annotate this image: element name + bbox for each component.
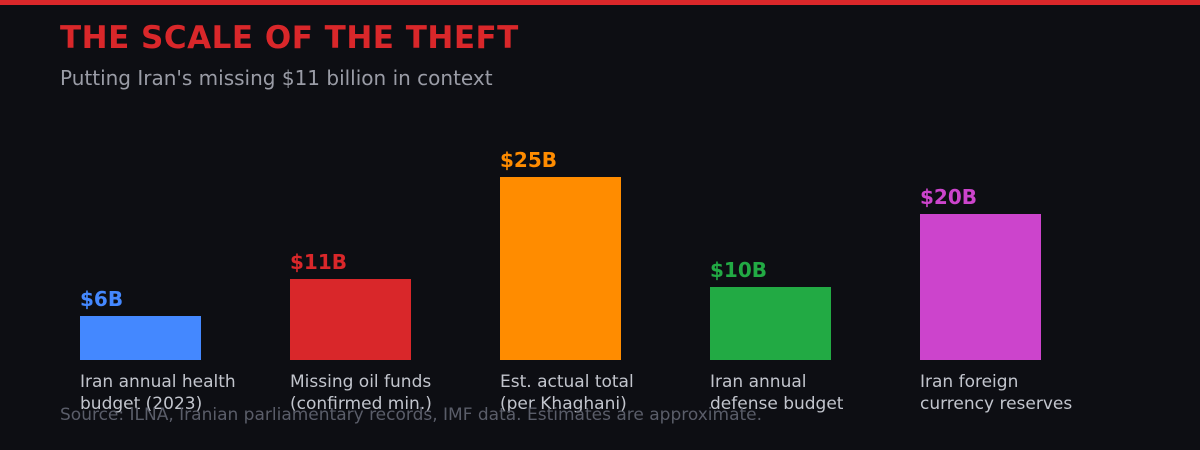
bar bbox=[80, 316, 201, 360]
bar bbox=[710, 286, 831, 360]
bar bbox=[500, 177, 621, 360]
category-label: Est. actual total (per Khaghani) bbox=[500, 372, 634, 414]
category-label: Iran annual defense budget bbox=[710, 372, 844, 414]
category-label: Iran foreign currency reserves bbox=[920, 372, 1073, 414]
bar bbox=[290, 279, 411, 360]
chart-subtitle: Putting Iran's missing $11 billion in co… bbox=[60, 66, 493, 90]
bar bbox=[920, 213, 1041, 360]
top-bar bbox=[0, 0, 1200, 5]
value-label: $11B bbox=[290, 250, 347, 275]
source-note: Source: ILNA, Iranian parliamentary reco… bbox=[60, 405, 763, 425]
value-label: $6B bbox=[80, 287, 124, 312]
chart-title: THE SCALE OF THE THEFT bbox=[60, 20, 519, 56]
value-label: $25B bbox=[500, 148, 557, 172]
category-label: Iran annual health budget (2023) bbox=[80, 372, 236, 414]
category-label: Missing oil funds (confirmed min.) bbox=[290, 372, 432, 414]
value-label: $10B bbox=[710, 257, 767, 282]
value-label: $20B bbox=[920, 184, 977, 209]
